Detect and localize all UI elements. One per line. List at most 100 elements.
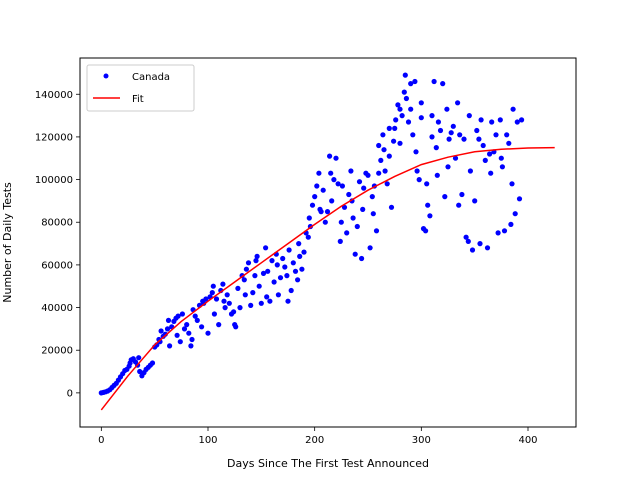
data-point (457, 132, 463, 138)
data-point (448, 130, 454, 136)
data-point (361, 185, 367, 191)
data-point (292, 268, 299, 274)
data-point (429, 134, 435, 140)
fit-line (100, 146, 555, 411)
data-point (381, 147, 387, 153)
data-point (418, 100, 424, 106)
data-point (434, 172, 440, 178)
data-point (497, 117, 503, 123)
data-point (222, 305, 228, 311)
y-axis-label: Number of Daily Tests (1, 182, 14, 303)
data-point (344, 230, 350, 236)
data-point (263, 245, 269, 251)
data-point (237, 305, 243, 311)
data-point (418, 115, 424, 121)
y-tick-label: 140000 (35, 90, 73, 101)
data-point (393, 117, 399, 123)
data-point (499, 164, 505, 170)
data-point (445, 164, 451, 170)
data-point (356, 179, 363, 185)
data-point (285, 298, 291, 304)
data-point (305, 234, 311, 240)
data-point (189, 336, 195, 343)
x-tick-label: 200 (305, 435, 324, 446)
data-point (376, 142, 382, 149)
data-point (203, 296, 209, 302)
data-point (205, 330, 211, 336)
data-point (309, 202, 316, 208)
data-point (327, 153, 333, 159)
legend-label-canada: Canada (132, 72, 170, 83)
data-point (352, 251, 358, 257)
data-point (512, 211, 518, 217)
data-point (175, 313, 181, 319)
data-point (416, 177, 422, 183)
data-point (437, 127, 444, 134)
data-point (386, 153, 392, 159)
data-point (162, 331, 168, 337)
data-point (425, 202, 431, 208)
data-point (164, 326, 171, 332)
data-point (367, 245, 373, 251)
data-point (452, 155, 459, 161)
data-point (271, 279, 277, 285)
data-point (209, 290, 215, 296)
data-point (397, 106, 403, 112)
y-tick-label: 100000 (35, 175, 73, 186)
x-tick-label: 0 (98, 435, 104, 446)
data-point (397, 140, 403, 146)
data-point (455, 100, 461, 106)
data-point (284, 273, 290, 279)
data-point (299, 266, 305, 272)
data-point (501, 228, 508, 234)
data-point (348, 168, 354, 174)
data-point (478, 117, 484, 123)
data-point (365, 172, 371, 178)
data-point (516, 196, 523, 202)
y-tick-label: 120000 (35, 132, 73, 143)
data-point (210, 283, 216, 289)
data-point (188, 343, 194, 349)
data-point (446, 136, 452, 142)
data-point (408, 81, 414, 87)
data-point (192, 313, 198, 319)
data-point (440, 81, 446, 87)
data-point (360, 206, 366, 212)
data-point (254, 253, 260, 259)
data-point (376, 170, 382, 176)
y-tick-label: 0 (67, 388, 73, 399)
data-point (369, 194, 375, 200)
legend: Canada Fit (86, 64, 195, 112)
data-point (412, 78, 418, 85)
plot-frame (79, 57, 577, 428)
data-point (488, 170, 494, 176)
data-point (252, 273, 258, 279)
data-point (456, 202, 462, 208)
data-point (267, 298, 273, 304)
data-point (461, 136, 467, 142)
data-point (493, 132, 499, 138)
data-point (382, 168, 388, 174)
data-point (233, 324, 239, 330)
data-point (444, 106, 450, 112)
data-point (269, 258, 275, 264)
legend-marker-canada (103, 73, 109, 79)
data-point (469, 247, 476, 253)
data-point (472, 198, 478, 204)
data-point (401, 89, 407, 95)
data-point (316, 170, 322, 176)
data-point (333, 155, 339, 161)
data-point (506, 140, 512, 146)
data-point (312, 194, 318, 200)
data-point (245, 260, 252, 266)
data-point (388, 204, 395, 210)
x-tick-label: 300 (412, 435, 431, 446)
data-point (335, 181, 341, 187)
data-point (346, 191, 352, 198)
data-point (306, 215, 312, 221)
data-point (337, 238, 343, 244)
data-point (243, 266, 249, 272)
data-point (211, 311, 217, 317)
y-tick-label: 80000 (41, 218, 73, 229)
